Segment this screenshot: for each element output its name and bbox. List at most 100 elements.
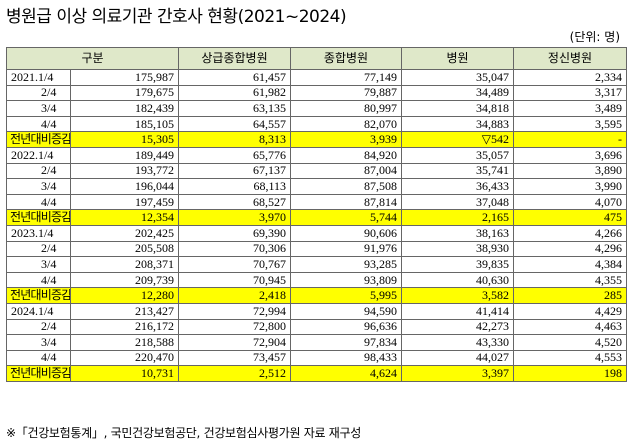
table-row: 2022.1/4 189,449 65,776 84,920 35,057 3,696 (6, 146, 627, 164)
table-row: 2021.1/4 175,987 61,457 77,149 35,047 2,334 (6, 69, 627, 86)
total-cell: 179,675 (70, 84, 179, 102)
general-cell: 5,744 (290, 209, 402, 226)
general-cell: 80,997 (290, 100, 402, 117)
period-cell: 3/4 (6, 178, 71, 195)
total-cell: 10,731 (70, 365, 179, 382)
yoy-change-row: 전년대비증감 12,354 3,970 5,744 2,165 475 (6, 209, 627, 226)
yoy-change-row: 전년대비증감 10,731 2,512 4,624 3,397 198 (6, 365, 627, 382)
tertiary-cell: 73,457 (178, 349, 291, 367)
general-cell: 77,149 (290, 69, 402, 86)
period-cell: 전년대비증감 (6, 131, 71, 148)
general-cell: 90,606 (290, 224, 402, 242)
hospital-cell: 2,165 (401, 209, 514, 226)
period-cell: 3/4 (6, 334, 71, 351)
hospital-cell: 44,027 (401, 349, 514, 367)
table-header-row: 구분 상급종합병원 종합병원 병원 정신병원 (6, 47, 627, 70)
general-cell: 94,590 (290, 302, 402, 320)
total-cell: 15,305 (70, 131, 179, 148)
tertiary-cell: 61,457 (178, 69, 291, 86)
psychiatric-cell: 4,463 (513, 318, 627, 336)
total-cell: 12,280 (70, 287, 179, 304)
psychiatric-cell: 285 (513, 287, 627, 304)
table-row: 3/4 182,439 63,135 80,997 34,818 3,489 (6, 100, 627, 117)
period-cell: 2021.1/4 (6, 69, 71, 86)
source-footnote: ※「건강보험통계」, 국민건강보험공단, 건강보험심사평가원 자료 재구성 (6, 426, 361, 440)
hospital-cell: 36,433 (401, 178, 514, 195)
column-header-hospital: 병원 (401, 47, 514, 70)
table-row: 2023.1/4 202,425 69,390 90,606 38,163 4,266 (6, 224, 627, 242)
table-row: 2/4 216,172 72,800 96,636 42,273 4,463 (6, 318, 627, 336)
total-cell: 213,427 (70, 302, 179, 320)
psychiatric-cell: 3,890 (513, 162, 627, 180)
yoy-change-row: 전년대비증감 15,305 8,313 3,939 ▽542- (6, 131, 627, 148)
table-row: 3/4 196,044 68,113 87,508 36,433 3,990 (6, 178, 627, 195)
psychiatric-cell: 4,355 (513, 271, 627, 289)
psychiatric-cell: 4,553 (513, 349, 627, 367)
table-body: 2021.1/4 175,987 61,457 77,149 35,047 2,334 2/… (6, 69, 627, 382)
general-cell: 87,004 (290, 162, 402, 180)
hospital-cell: 42,273 (401, 318, 514, 336)
psychiatric-cell: 3,317 (513, 84, 627, 102)
total-cell: 182,439 (70, 100, 179, 117)
total-cell: 197,459 (70, 193, 179, 211)
general-cell: 87,508 (290, 178, 402, 195)
general-cell: 84,920 (290, 146, 402, 164)
general-cell: 96,636 (290, 318, 402, 336)
table-row: 4/4 185,105 64,557 82,070 34,883 3,595 (6, 115, 627, 133)
hospital-cell: 38,930 (401, 240, 514, 258)
hospital-cell: 3,397 (401, 365, 514, 382)
hospital-cell: 40,630 (401, 271, 514, 289)
period-cell: 2/4 (6, 240, 71, 258)
table-row: 2024.1/4 213,427 72,994 94,590 41,414 4,429 (6, 302, 627, 320)
tertiary-cell: 72,904 (178, 334, 291, 351)
hospital-cell: 35,047 (401, 69, 514, 86)
psychiatric-cell: 4,384 (513, 256, 627, 273)
hospital-cell: 41,414 (401, 302, 514, 320)
hospital-cell: ▽542 (401, 131, 514, 148)
total-cell: 216,172 (70, 318, 179, 336)
general-cell: 98,433 (290, 349, 402, 367)
table-row: 3/4 218,588 72,904 97,834 43,330 4,520 (6, 334, 627, 351)
hospital-cell: 37,048 (401, 193, 514, 211)
column-header-tertiary: 상급종합병원 (178, 47, 291, 70)
tertiary-cell: 68,527 (178, 193, 291, 211)
table-row: 2/4 179,675 61,982 79,887 34,489 3,317 (6, 84, 627, 102)
total-cell: 205,508 (70, 240, 179, 258)
nurse-statistics-table: 구분 상급종합병원 종합병원 병원 정신병원 2021.1/4 175,987 61… (6, 47, 627, 382)
period-cell: 4/4 (6, 115, 71, 133)
psychiatric-cell: 3,489 (513, 100, 627, 117)
tertiary-cell: 69,390 (178, 224, 291, 242)
period-cell: 2/4 (6, 162, 71, 180)
period-cell: 2/4 (6, 318, 71, 336)
tertiary-cell: 70,945 (178, 271, 291, 289)
period-cell: 4/4 (6, 271, 71, 289)
psychiatric-cell: 3,696 (513, 146, 627, 164)
psychiatric-cell: 4,429 (513, 302, 627, 320)
tertiary-cell: 2,512 (178, 365, 291, 382)
psychiatric-cell: - (513, 131, 627, 148)
tertiary-cell: 65,776 (178, 146, 291, 164)
hospital-cell: 35,057 (401, 146, 514, 164)
general-cell: 79,887 (290, 84, 402, 102)
total-cell: 175,987 (70, 69, 179, 86)
period-cell: 2022.1/4 (6, 146, 71, 164)
psychiatric-cell: 4,070 (513, 193, 627, 211)
total-cell: 185,105 (70, 115, 179, 133)
total-cell: 209,739 (70, 271, 179, 289)
column-header-psychiatric: 정신병원 (513, 47, 627, 70)
psychiatric-cell: 3,990 (513, 178, 627, 195)
table-row: 4/4 220,470 73,457 98,433 44,027 4,553 (6, 349, 627, 367)
tertiary-cell: 61,982 (178, 84, 291, 102)
tertiary-cell: 68,113 (178, 178, 291, 195)
general-cell: 82,070 (290, 115, 402, 133)
psychiatric-cell: 475 (513, 209, 627, 226)
general-cell: 87,814 (290, 193, 402, 211)
tertiary-cell: 72,800 (178, 318, 291, 336)
total-cell: 12,354 (70, 209, 179, 226)
period-cell: 2023.1/4 (6, 224, 71, 242)
hospital-cell: 39,835 (401, 256, 514, 273)
column-header-category: 구분 (6, 47, 179, 70)
psychiatric-cell: 2,334 (513, 69, 627, 86)
general-cell: 3,939 (290, 131, 402, 148)
general-cell: 5,995 (290, 287, 402, 304)
